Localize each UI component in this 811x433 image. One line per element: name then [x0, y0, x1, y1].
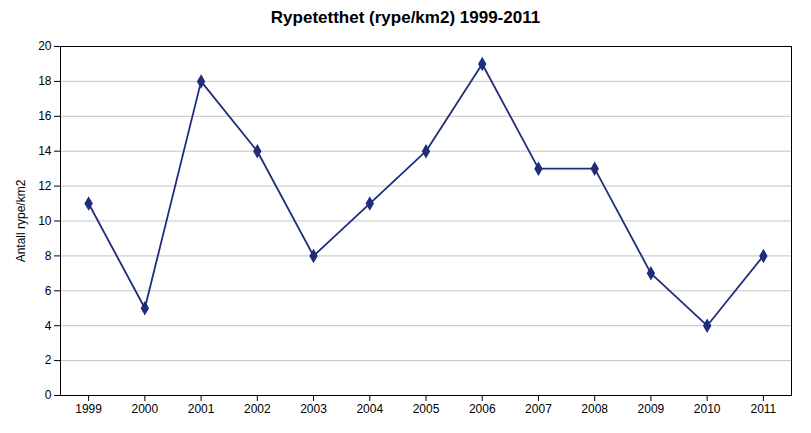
svg-text:2008: 2008 [581, 402, 608, 416]
svg-text:2003: 2003 [300, 402, 327, 416]
svg-text:10: 10 [38, 214, 52, 228]
svg-text:2007: 2007 [525, 402, 552, 416]
html-text:Rypetetthet (rype/km2) 1999-20: Rypetetthet (rype/km2) 1999-2011 [270, 8, 541, 27]
svg-text:2002: 2002 [244, 402, 271, 416]
svg-text:18: 18 [38, 74, 52, 88]
svg-text:2011: 2011 [750, 402, 776, 416]
svg-text:16: 16 [38, 109, 52, 123]
svg-text:1999: 1999 [75, 402, 102, 416]
svg-text:2000: 2000 [131, 402, 158, 416]
svg-text:6: 6 [45, 284, 52, 298]
svg-text:20: 20 [38, 39, 52, 53]
svg-text:8: 8 [45, 249, 52, 263]
svg-text:2010: 2010 [694, 402, 721, 416]
svg-text:2004: 2004 [356, 402, 383, 416]
svg-text:Antall rype/km2: Antall rype/km2 [14, 179, 28, 262]
svg-text:2009: 2009 [638, 402, 665, 416]
svg-text:12: 12 [38, 179, 52, 193]
svg-text:2001: 2001 [188, 402, 215, 416]
svg-text:2006: 2006 [469, 402, 496, 416]
svg-text:4: 4 [45, 319, 52, 333]
svg-text:0: 0 [45, 388, 52, 402]
svg-text:2: 2 [45, 353, 52, 367]
svg-text:2005: 2005 [413, 402, 440, 416]
svg-text:14: 14 [38, 144, 52, 158]
